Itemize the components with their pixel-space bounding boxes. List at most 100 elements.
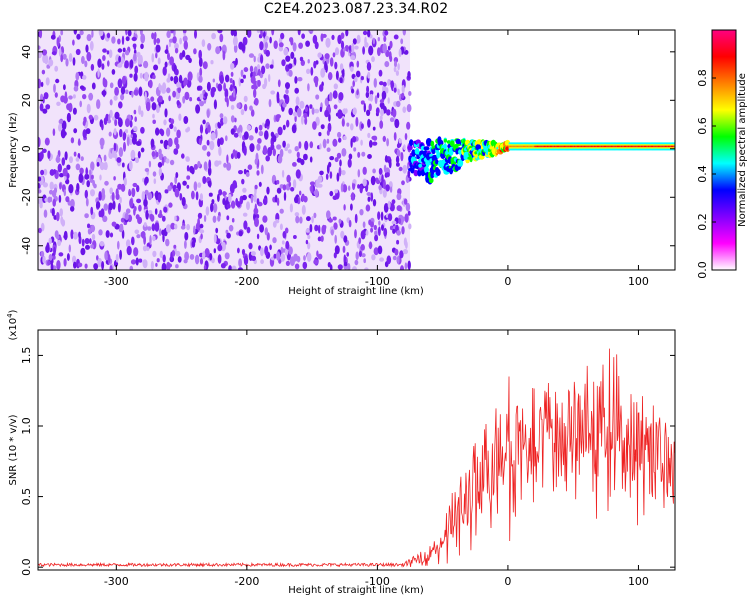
noise-speck bbox=[68, 244, 72, 253]
noise-speck bbox=[176, 129, 181, 139]
noise-speck bbox=[399, 265, 405, 270]
noise-speck bbox=[135, 257, 139, 266]
noise-speck bbox=[276, 251, 281, 261]
noise-speck bbox=[360, 244, 365, 251]
noise-speck bbox=[162, 66, 167, 76]
noise-speck bbox=[169, 123, 174, 130]
noise-speck bbox=[225, 74, 230, 83]
noise-speck bbox=[138, 258, 143, 263]
noise-speck bbox=[309, 141, 314, 149]
x-tick-label: -300 bbox=[104, 575, 129, 588]
noise-speck bbox=[307, 59, 310, 64]
noise-speck bbox=[282, 184, 287, 191]
noise-speck bbox=[373, 224, 377, 231]
noise-speck bbox=[144, 176, 149, 184]
noise-speck bbox=[183, 116, 189, 124]
noise-speck bbox=[212, 78, 215, 83]
noise-speck bbox=[58, 47, 62, 57]
noise-speck bbox=[282, 231, 287, 239]
noise-speck bbox=[295, 215, 300, 224]
signal-band-core bbox=[561, 145, 564, 148]
signal-band-core bbox=[535, 145, 538, 148]
noise-speck bbox=[52, 255, 56, 260]
noise-speck bbox=[64, 175, 67, 181]
noise-speck bbox=[162, 82, 167, 91]
noise-speck bbox=[63, 230, 68, 241]
noise-speck bbox=[181, 50, 186, 58]
noise-speck bbox=[156, 38, 161, 44]
noise-speck bbox=[305, 40, 310, 47]
signal-band-core bbox=[662, 145, 665, 148]
signal-band-core bbox=[551, 145, 553, 148]
noise-speck bbox=[38, 50, 42, 59]
noise-speck bbox=[378, 226, 381, 236]
noise-speck bbox=[132, 182, 138, 188]
noise-speck bbox=[336, 152, 342, 159]
noise-speck bbox=[269, 36, 272, 44]
noise-speck bbox=[93, 114, 99, 121]
noise-speck bbox=[103, 154, 107, 162]
noise-speck bbox=[337, 109, 343, 119]
noise-speck bbox=[281, 169, 285, 178]
noise-speck bbox=[124, 60, 129, 69]
noise-speck bbox=[98, 30, 104, 37]
noise-speck bbox=[247, 164, 253, 170]
noise-speck bbox=[389, 117, 395, 123]
noise-speck bbox=[213, 233, 217, 244]
noise-speck bbox=[303, 112, 308, 119]
noise-speck bbox=[233, 30, 237, 38]
noise-speck bbox=[84, 213, 89, 219]
noise-speck bbox=[170, 222, 176, 230]
noise-speck bbox=[182, 180, 187, 186]
noise-speck bbox=[72, 255, 77, 264]
signal-band-core bbox=[563, 145, 566, 148]
noise-speck bbox=[93, 263, 99, 270]
noise-speck bbox=[234, 117, 237, 123]
noise-speck bbox=[302, 261, 308, 270]
noise-speck bbox=[43, 92, 49, 100]
noise-speck bbox=[264, 130, 269, 140]
noise-speck bbox=[183, 259, 188, 264]
signal-band-core bbox=[612, 145, 614, 148]
noise-speck bbox=[334, 245, 340, 255]
noise-speck bbox=[270, 143, 275, 151]
noise-speck bbox=[113, 95, 118, 101]
noise-speck bbox=[297, 77, 303, 82]
noise-speck bbox=[286, 119, 290, 128]
noise-speck bbox=[371, 135, 377, 140]
signal-band-core bbox=[580, 145, 582, 148]
noise-speck bbox=[329, 171, 333, 179]
noise-speck bbox=[312, 34, 318, 45]
noise-speck bbox=[181, 196, 186, 207]
noise-speck bbox=[174, 215, 177, 221]
noise-speck bbox=[70, 137, 75, 144]
noise-speck bbox=[236, 151, 241, 159]
noise-speck bbox=[317, 52, 323, 58]
noise-speck bbox=[285, 88, 289, 95]
noise-speck bbox=[379, 120, 384, 129]
noise-speck bbox=[250, 251, 256, 256]
noise-speck bbox=[85, 197, 89, 207]
noise-speck bbox=[344, 45, 349, 52]
noise-speck bbox=[66, 112, 71, 123]
noise-speck bbox=[315, 94, 320, 100]
signal-band-core bbox=[540, 145, 542, 148]
colorbar-ticks: 0.0 0.2 0.4 0.6 0.8 bbox=[696, 69, 716, 279]
signal-band-core bbox=[572, 145, 574, 148]
noise-speck bbox=[63, 95, 68, 104]
noise-speck bbox=[360, 230, 366, 240]
noise-speck bbox=[253, 55, 256, 63]
noise-speck bbox=[328, 161, 332, 168]
noise-speck bbox=[162, 254, 166, 263]
noise-speck bbox=[199, 223, 204, 229]
noise-speck bbox=[109, 99, 113, 106]
noise-speck bbox=[81, 55, 85, 65]
noise-speck bbox=[401, 226, 405, 235]
noise-speck bbox=[53, 83, 56, 93]
noise-speck bbox=[380, 211, 384, 221]
noise-speck bbox=[83, 116, 87, 124]
signal-band-core bbox=[650, 145, 653, 148]
noise-speck bbox=[168, 95, 171, 102]
noise-speck bbox=[230, 84, 233, 92]
noise-speck bbox=[348, 185, 351, 191]
